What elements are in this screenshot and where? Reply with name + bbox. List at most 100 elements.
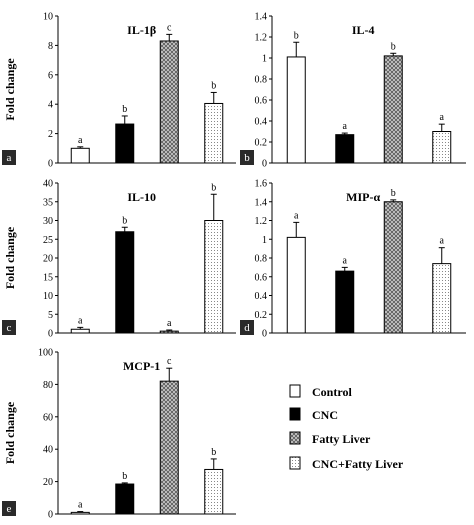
y-tick-label: 2 [48,129,53,140]
panel-letter: c [7,322,12,334]
legend-label: Control [312,385,352,399]
significance-label: b [122,215,127,226]
y-tick-label: 8 [48,41,53,52]
y-tick-label: 1.2 [255,33,268,44]
panel-letter-badge [2,320,16,335]
bar-cnc-fatty-liver [204,220,224,334]
bar-cnc [115,483,135,515]
bar-control [286,236,306,334]
y-tick-label: 0 [48,159,53,170]
panel-letter: b [244,152,250,164]
y-tick-label: 0 [262,159,267,170]
bar-fatty-liver [159,380,179,515]
y-tick-label: 1 [262,235,267,246]
significance-label: b [211,447,216,458]
significance-label: b [211,80,216,91]
y-tick-label: 0.2 [255,310,268,321]
y-tick-label: 60 [43,412,53,423]
significance-label: a [78,135,83,146]
significance-label: a [440,112,445,123]
y-tick-label: 0.4 [255,117,268,128]
significance-label: a [343,121,348,132]
panel-d: 0 0.2 0.4 0.6 0.8 1 1.2 1.4 1.6 MIP-α a a b a d [240,179,466,340]
significance-label: a [167,318,172,329]
bar-control [286,56,306,164]
y-tick-label: 30 [43,216,53,227]
legend-swatch [289,384,301,398]
legend-label: CNC [312,408,338,422]
y-tick-label: 1.2 [255,216,268,227]
bar-fatty-liver [383,201,403,334]
bar-cnc [115,231,135,334]
legend: Control CNC Fatty Liver CNC+Fatty Liver [289,384,404,471]
panel-letter-badge [240,320,254,335]
y-tick-label: 1.4 [255,197,268,208]
significance-label: a [440,236,445,247]
y-tick-label: 1.6 [255,179,268,190]
bar-control [70,328,90,334]
bar-cnc [115,123,135,164]
significance-label: c [167,22,172,33]
bar-cnc-fatty-liver [432,263,452,334]
significance-label: b [211,182,216,193]
significance-label: b [294,30,299,41]
significance-label: c [167,356,172,367]
y-axis-label: Fold change [3,58,17,121]
y-tick-label: 10 [43,12,53,23]
bar-fatty-liver [159,330,179,334]
y-tick-label: 20 [43,254,53,265]
bar-cnc-fatty-liver [204,468,224,515]
significance-label: b [391,188,396,199]
legend-swatch [289,456,301,470]
y-tick-label: 10 [43,291,53,302]
bar-cnc [335,134,355,164]
y-tick-label: 80 [43,380,53,391]
y-tick-label: 0 [48,329,53,340]
y-tick-label: 0.8 [255,254,268,265]
y-axis-label: Fold change [3,401,17,464]
significance-label: a [78,500,83,511]
y-tick-label: 1.4 [255,12,268,23]
legend-swatch [289,431,301,445]
y-tick-label: 0.6 [255,272,268,283]
bar-fatty-liver [159,40,179,164]
y-tick-label: 0.2 [255,138,268,149]
significance-label: b [122,471,127,482]
panel-e: 0 20 40 60 80 100 MCP-1 Fold change a b c b e [2,348,236,521]
y-tick-label: 25 [43,235,53,246]
panel-c: 0 5 10 15 20 25 30 35 40 IL-10 Fold change a b a b c [2,179,236,340]
y-tick-label: 5 [48,310,53,321]
y-axis-label: Fold change [3,226,17,289]
y-tick-label: 15 [43,272,53,283]
panel-title: IL-10 [127,190,156,204]
y-tick-label: 35 [43,197,53,208]
panel-letter-badge [240,150,254,165]
legend-label: Fatty Liver [312,432,371,446]
significance-label: b [391,41,396,52]
legend-swatch [289,407,301,421]
legend-label: CNC+Fatty Liver [312,457,404,471]
y-tick-label: 40 [43,179,53,190]
bar-cnc-fatty-liver [432,131,452,164]
bar-control [70,147,90,164]
y-tick-label: 0.4 [255,291,268,302]
y-tick-label: 1 [262,54,267,65]
y-tick-label: 0 [48,510,53,521]
y-tick-label: 0.8 [255,75,268,86]
panel-title: MIP-α [346,190,380,204]
panel-title: IL-4 [352,23,375,37]
panel-b: 0 0.2 0.4 0.6 0.8 1 1.2 1.4 IL-4 b a b a b [240,12,466,170]
y-tick-label: 40 [43,445,53,456]
panel-title: MCP-1 [123,359,160,373]
panel-a: 0 2 4 6 8 10 IL-1β Fold change a b c b a [2,12,236,170]
bar-fatty-liver [383,55,403,164]
bar-cnc-fatty-liver [204,102,224,164]
significance-label: a [343,255,348,266]
y-tick-label: 4 [48,100,53,111]
panel-letter-badge [2,501,16,516]
significance-label: b [122,104,127,115]
bar-control [70,511,90,515]
panel-letter: e [7,503,12,515]
panel-letter: a [7,152,12,164]
